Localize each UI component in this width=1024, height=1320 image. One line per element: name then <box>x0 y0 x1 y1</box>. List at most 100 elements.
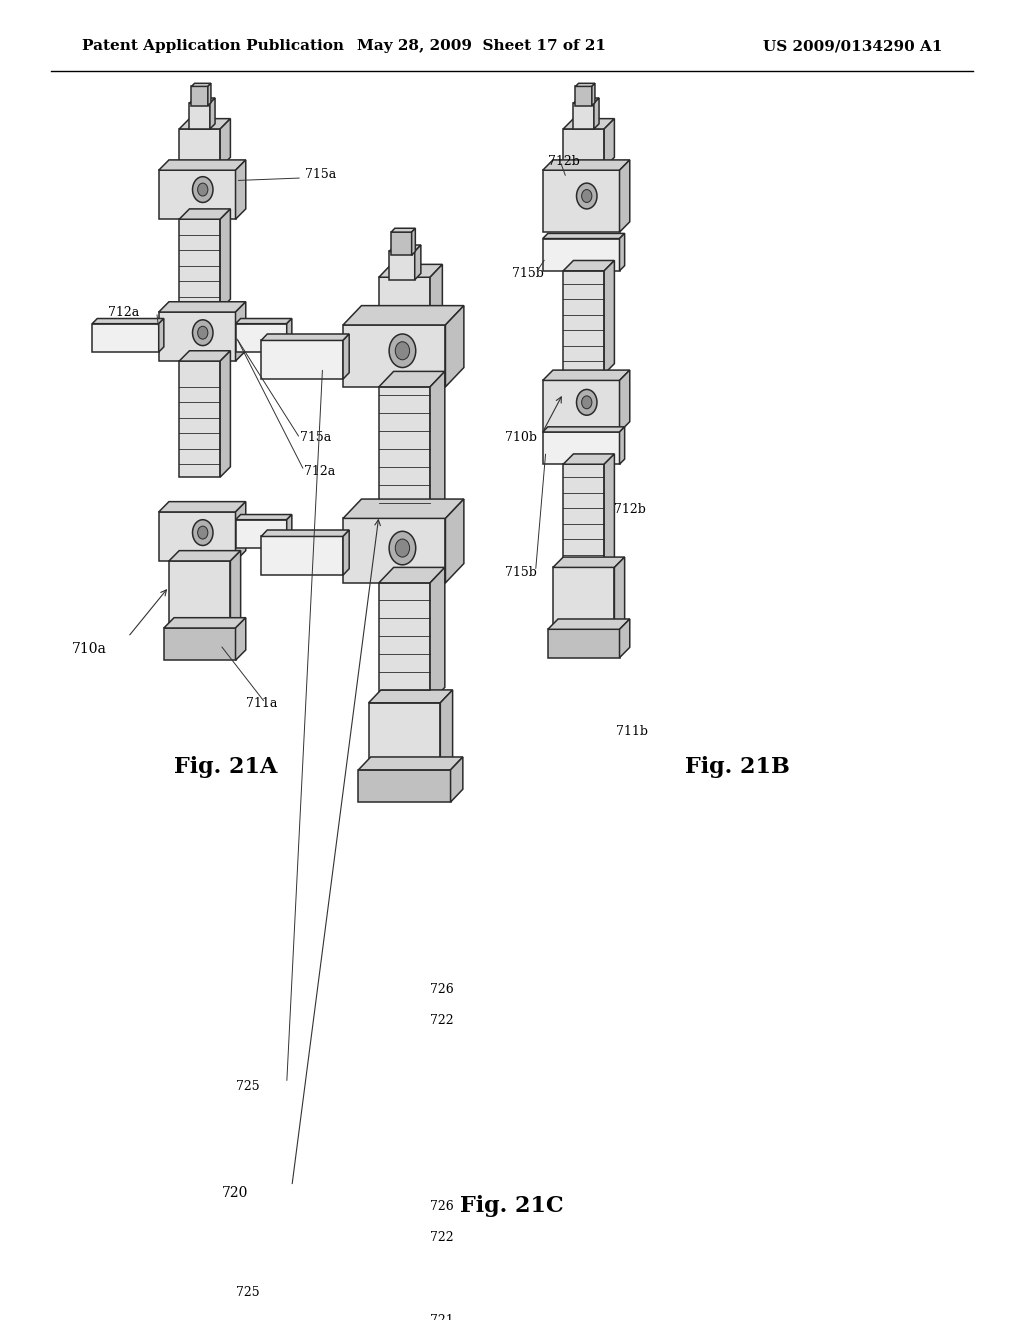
Polygon shape <box>179 119 230 129</box>
Polygon shape <box>159 512 236 561</box>
Polygon shape <box>614 557 625 632</box>
Polygon shape <box>620 160 630 232</box>
Polygon shape <box>575 86 592 106</box>
Polygon shape <box>369 690 453 702</box>
Text: 712a: 712a <box>108 306 139 319</box>
Polygon shape <box>379 583 430 702</box>
Circle shape <box>198 527 208 539</box>
Polygon shape <box>236 520 287 548</box>
Polygon shape <box>548 619 630 630</box>
Polygon shape <box>575 83 595 86</box>
Text: May 28, 2009  Sheet 17 of 21: May 28, 2009 Sheet 17 of 21 <box>356 40 606 53</box>
Polygon shape <box>189 98 215 103</box>
Polygon shape <box>92 318 164 323</box>
Polygon shape <box>343 499 464 519</box>
Polygon shape <box>451 756 463 803</box>
Polygon shape <box>543 380 620 432</box>
Text: 712a: 712a <box>304 465 336 478</box>
Polygon shape <box>543 170 620 232</box>
Polygon shape <box>553 557 625 568</box>
Polygon shape <box>543 239 620 271</box>
Polygon shape <box>208 83 211 106</box>
Polygon shape <box>563 465 604 568</box>
Circle shape <box>577 183 597 209</box>
Text: 726: 726 <box>430 983 454 997</box>
Polygon shape <box>179 362 220 477</box>
Polygon shape <box>179 209 230 219</box>
Polygon shape <box>343 334 349 379</box>
Polygon shape <box>391 228 416 232</box>
Polygon shape <box>430 371 444 516</box>
Polygon shape <box>620 619 630 657</box>
Text: 720: 720 <box>222 1185 249 1200</box>
Polygon shape <box>379 371 444 387</box>
Polygon shape <box>179 129 220 168</box>
Text: 710a: 710a <box>72 642 106 656</box>
Polygon shape <box>169 561 230 632</box>
Polygon shape <box>189 103 210 129</box>
Polygon shape <box>379 387 430 516</box>
Polygon shape <box>445 499 464 583</box>
Polygon shape <box>543 160 630 170</box>
Text: 715b: 715b <box>505 566 537 579</box>
Text: 715a: 715a <box>305 168 337 181</box>
Polygon shape <box>358 756 463 770</box>
Polygon shape <box>261 531 349 536</box>
Text: 712b: 712b <box>614 503 646 516</box>
Text: Patent Application Publication: Patent Application Publication <box>82 40 344 53</box>
Circle shape <box>577 389 597 416</box>
Polygon shape <box>412 228 416 255</box>
Polygon shape <box>343 531 349 576</box>
Polygon shape <box>191 86 208 106</box>
Polygon shape <box>179 351 230 362</box>
Polygon shape <box>287 515 292 548</box>
Polygon shape <box>220 119 230 168</box>
Circle shape <box>582 190 592 202</box>
Polygon shape <box>164 628 236 660</box>
Polygon shape <box>236 302 246 362</box>
Polygon shape <box>358 770 451 803</box>
Text: 712b: 712b <box>548 154 580 168</box>
Text: 715a: 715a <box>300 432 332 444</box>
Circle shape <box>193 177 213 202</box>
Polygon shape <box>573 98 599 103</box>
Text: 726: 726 <box>430 1200 454 1213</box>
Polygon shape <box>343 306 464 325</box>
Polygon shape <box>159 302 246 312</box>
Polygon shape <box>261 536 343 576</box>
Circle shape <box>198 183 208 195</box>
Polygon shape <box>389 252 415 280</box>
Polygon shape <box>369 702 440 774</box>
Polygon shape <box>164 618 246 628</box>
Polygon shape <box>379 264 442 277</box>
Polygon shape <box>445 306 464 387</box>
Polygon shape <box>220 209 230 309</box>
Circle shape <box>395 539 410 557</box>
Polygon shape <box>391 232 412 255</box>
Polygon shape <box>620 370 630 432</box>
Polygon shape <box>159 502 246 512</box>
Polygon shape <box>553 568 614 632</box>
Circle shape <box>193 520 213 545</box>
Polygon shape <box>379 277 430 322</box>
Polygon shape <box>415 246 421 280</box>
Polygon shape <box>563 119 614 129</box>
Polygon shape <box>261 334 349 341</box>
Polygon shape <box>563 454 614 465</box>
Polygon shape <box>261 341 343 379</box>
Polygon shape <box>548 630 620 657</box>
Text: 722: 722 <box>430 1014 454 1027</box>
Polygon shape <box>620 426 625 465</box>
Circle shape <box>395 342 410 360</box>
Polygon shape <box>389 246 421 252</box>
Polygon shape <box>236 502 246 561</box>
Polygon shape <box>287 318 292 352</box>
Polygon shape <box>159 318 164 352</box>
Polygon shape <box>210 98 215 129</box>
Polygon shape <box>430 568 444 702</box>
Circle shape <box>389 334 416 367</box>
Text: 721: 721 <box>430 1315 454 1320</box>
Polygon shape <box>169 550 241 561</box>
Polygon shape <box>343 519 445 583</box>
Polygon shape <box>563 271 604 374</box>
